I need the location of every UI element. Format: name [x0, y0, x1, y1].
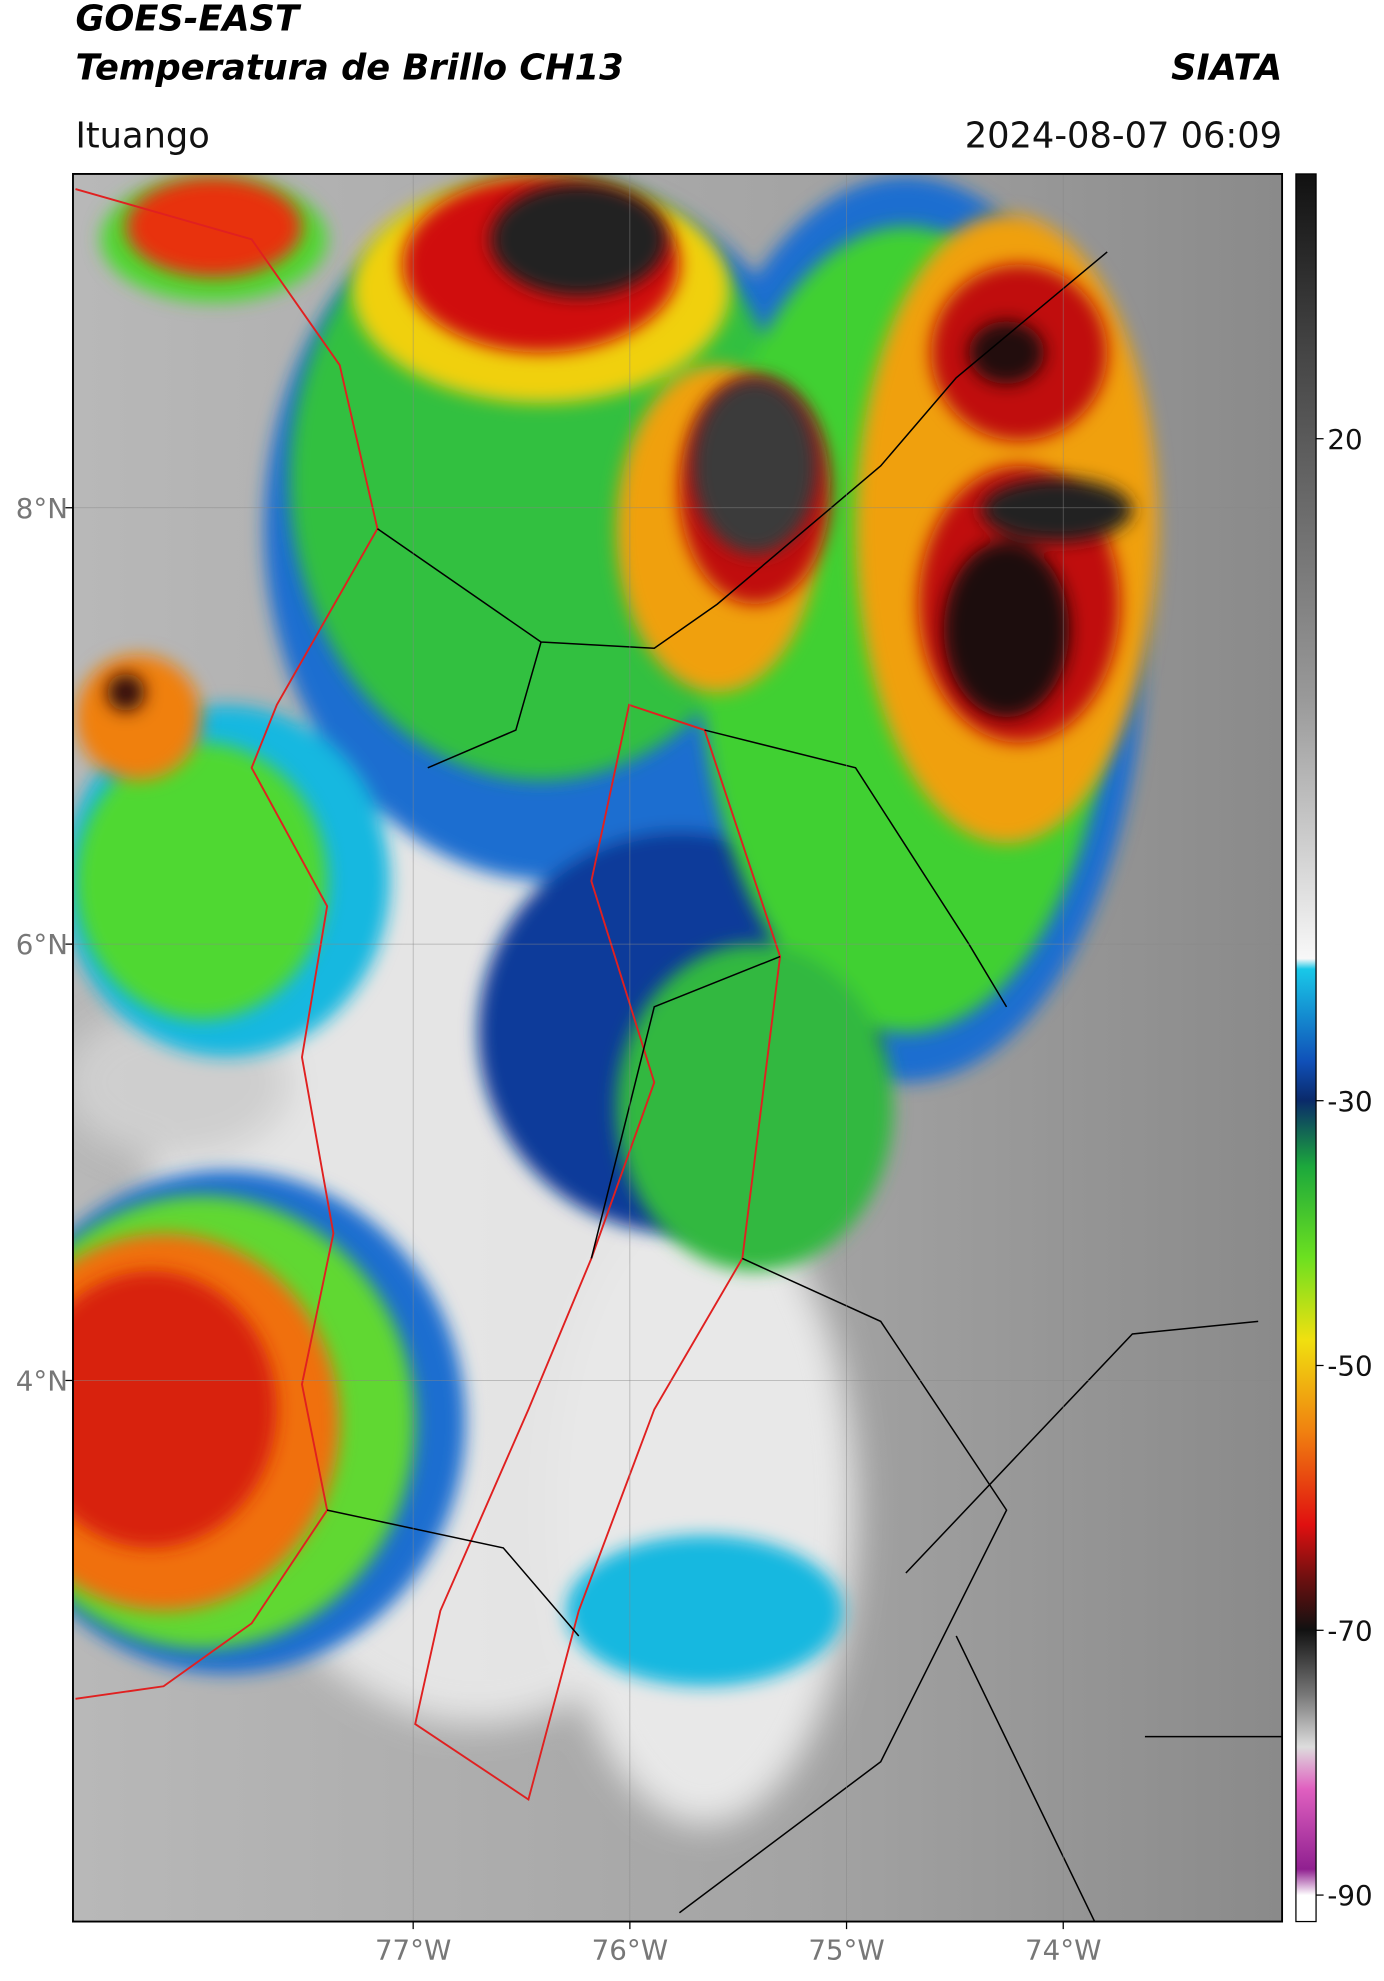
map-frame: [72, 172, 1284, 1923]
subtitle: Temperatura de Brillo CH13: [75, 48, 623, 89]
colorbar-tick-label: -70: [1327, 1614, 1372, 1647]
x-tick-label: 76°W: [592, 1933, 668, 1966]
source: SIATA: [1171, 48, 1282, 89]
title: GOES-EAST: [75, 0, 302, 40]
colorbar: [1295, 173, 1317, 1923]
colorbar-tick-label: -30: [1327, 1085, 1372, 1118]
x-tick-label: 74°W: [1025, 1933, 1101, 1966]
location: Ituango: [75, 116, 209, 157]
colorbar-tick-label: 20: [1327, 423, 1362, 456]
y-tick-label: 4°N: [16, 1365, 68, 1398]
x-tick-label: 75°W: [808, 1933, 884, 1966]
x-tick-label: 77°W: [375, 1933, 451, 1966]
grid: [72, 173, 1283, 1922]
colorbar-tick-label: -50: [1327, 1350, 1372, 1383]
y-tick-label: 8°N: [16, 492, 68, 525]
satellite-image: [72, 173, 1283, 1922]
timestamp: 2024-08-07 06:09: [965, 116, 1282, 157]
colorbar-tick-label: -90: [1327, 1879, 1372, 1912]
y-tick-label: 6°N: [16, 928, 68, 961]
